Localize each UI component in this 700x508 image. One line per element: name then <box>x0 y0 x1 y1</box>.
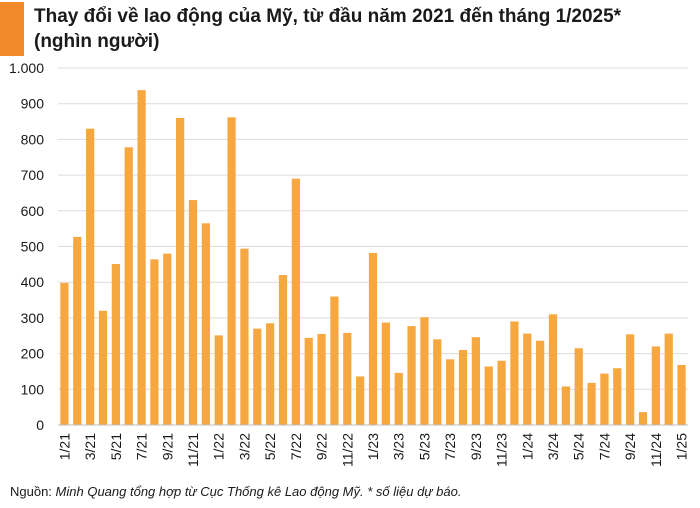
bar-10-24 <box>638 412 648 425</box>
x-axis: 1/21 3/21 5/21 7/21 9/21 11/21 1/22 3/22 5/22 7/2… <box>56 424 690 467</box>
bar-12-24 <box>664 333 673 425</box>
bar-10-23 <box>484 366 493 425</box>
bar-8-21 <box>150 259 159 425</box>
bar-1-25 <box>677 365 686 425</box>
x-tick-label: 11/21 <box>185 433 201 467</box>
x-tick-label: 5/21 <box>108 433 124 460</box>
bar-2-22 <box>227 117 236 426</box>
bar-4-21 <box>98 310 108 425</box>
bar-3-21 <box>86 128 95 425</box>
bar-4-23 <box>407 326 416 425</box>
bar-8-22 <box>304 337 313 425</box>
y-axis: 0 100 200 300 400 500 600 700 800 900 1.000 <box>9 60 44 433</box>
y-tick-label: 800 <box>21 131 45 147</box>
bar-8-23 <box>458 350 468 425</box>
bar-6-21 <box>124 147 133 425</box>
bar-10-22 <box>330 296 339 425</box>
bar-11-22 <box>343 332 352 425</box>
bar-9-24 <box>626 334 635 425</box>
bar-3-24 <box>548 314 558 425</box>
bar-3-22 <box>240 248 249 425</box>
y-tick-label: 1.000 <box>9 60 44 76</box>
y-tick-label: 300 <box>21 310 45 326</box>
bars <box>60 90 686 426</box>
bar-2-23 <box>381 322 390 425</box>
y-tick-label: 0 <box>36 417 44 433</box>
bar-8-24 <box>613 368 622 425</box>
x-tick-label: 11/24 <box>648 433 664 467</box>
bar-10-21 <box>176 117 185 425</box>
x-tick-label: 9/22 <box>314 433 330 460</box>
bar-5-24 <box>574 348 583 425</box>
x-tick-label: 11/22 <box>339 433 355 467</box>
bar-6-24 <box>587 382 596 425</box>
chart-subtitle: (nghìn người) <box>34 31 160 52</box>
title-accent-bar <box>0 2 24 56</box>
x-tick-label: 9/23 <box>468 433 484 460</box>
bar-9-21 <box>163 253 172 425</box>
bar-11-23 <box>497 360 506 425</box>
y-tick-label: 100 <box>21 381 45 397</box>
y-tick-label: 600 <box>21 203 45 219</box>
y-tick-label: 400 <box>21 274 45 290</box>
bar-5-22 <box>266 323 275 425</box>
bar-1-23 <box>368 252 378 425</box>
x-tick-label: 3/23 <box>391 433 407 460</box>
bar-12-22 <box>356 376 365 425</box>
source-text: Minh Quang tổng hợp từ Cục Thống kê Lao … <box>55 484 462 499</box>
bar-1-24 <box>523 333 532 425</box>
bar-12-23 <box>510 321 519 425</box>
bar-7-21 <box>137 90 146 425</box>
bar-6-22 <box>278 275 288 425</box>
y-tick-label: 200 <box>21 346 45 362</box>
x-tick-label: 3/24 <box>545 433 561 460</box>
bar-7-24 <box>600 373 609 425</box>
bar-7-22 <box>291 178 300 425</box>
x-tick-label: 3/21 <box>82 433 98 460</box>
bar-9-23 <box>471 337 480 425</box>
bar-5-21 <box>111 263 120 425</box>
bar-12-21 <box>201 223 210 425</box>
y-tick-label: 700 <box>21 167 45 183</box>
bar-6-23 <box>433 339 442 425</box>
x-tick-label: 1/23 <box>365 433 381 460</box>
x-tick-label: 5/22 <box>262 433 278 460</box>
source-note: Nguồn: Minh Quang tổng hợp từ Cục Thống … <box>10 484 461 499</box>
x-tick-label: 11/23 <box>494 433 510 467</box>
bar-1-22 <box>214 335 223 425</box>
bar-4-24 <box>561 386 570 425</box>
x-tick-label: 5/24 <box>571 433 587 460</box>
bar-2-21 <box>73 236 82 425</box>
bar-4-22 <box>253 328 262 425</box>
x-tick-label: 7/22 <box>288 433 304 460</box>
x-tick-label: 3/22 <box>236 433 252 460</box>
x-tick-label: 7/21 <box>134 433 150 460</box>
x-tick-label: 9/21 <box>159 433 175 460</box>
x-tick-label: 1/22 <box>211 433 227 460</box>
bar-9-22 <box>317 333 326 425</box>
x-tick-label: 5/23 <box>416 433 432 460</box>
y-tick-label: 900 <box>21 96 45 112</box>
x-tick-label: 7/23 <box>442 433 458 460</box>
x-tick-label: 1/21 <box>56 433 72 460</box>
x-tick-label: 9/24 <box>622 433 638 460</box>
chart-title: Thay đổi về lao động của Mỹ, từ đầu năm … <box>34 4 684 54</box>
bar-1-21 <box>60 282 69 425</box>
source-label: Nguồn: <box>10 484 56 499</box>
bar-11-21 <box>188 200 198 425</box>
bar-2-24 <box>536 340 545 425</box>
bar-5-23 <box>420 317 429 425</box>
x-tick-label: 1/25 <box>674 433 690 460</box>
chart-title-text: Thay đổi về lao động của Mỹ, từ đầu năm … <box>34 6 622 27</box>
x-tick-label: 7/24 <box>596 433 612 460</box>
bar-11-24 <box>651 346 660 425</box>
bar-7-23 <box>446 359 455 425</box>
y-tick-label: 500 <box>21 239 45 255</box>
bar-3-23 <box>394 372 403 425</box>
x-tick-label: 1/24 <box>519 433 535 460</box>
